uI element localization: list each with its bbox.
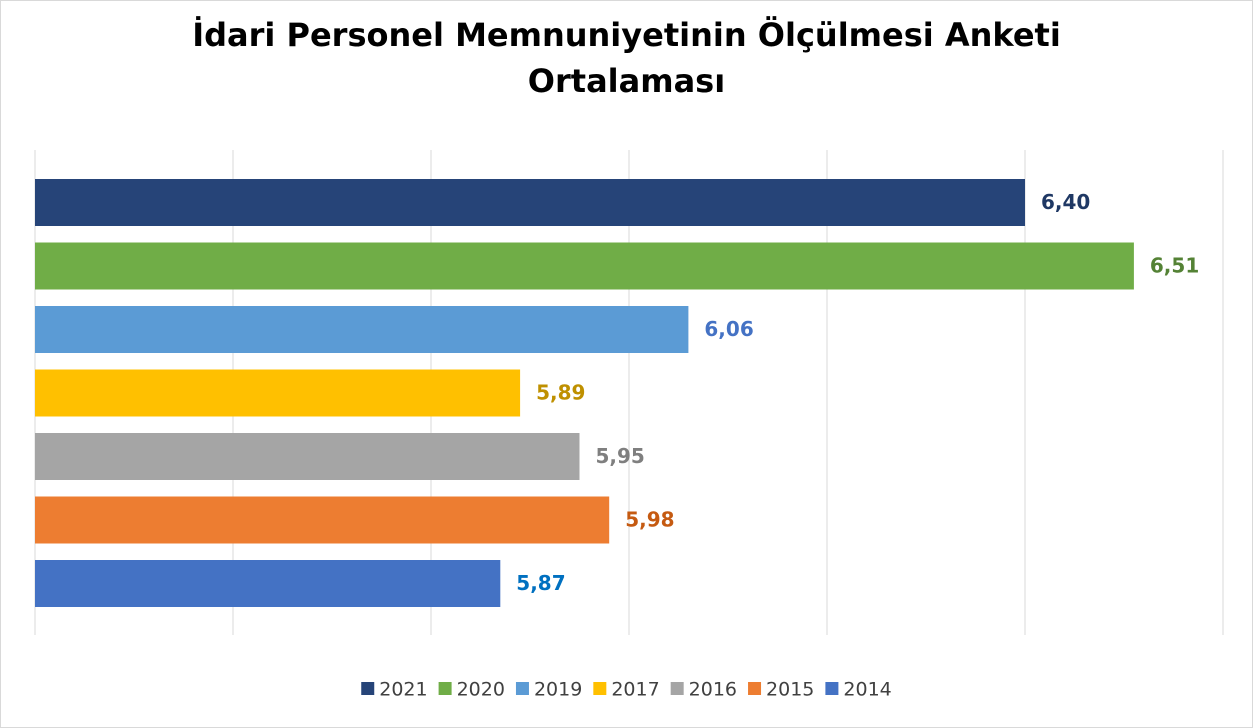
legend-label: 2016 xyxy=(689,679,737,701)
legend-swatch xyxy=(515,682,529,695)
legend-swatch xyxy=(438,682,452,695)
value-label: 5,98 xyxy=(625,508,674,532)
legend-label: 2021 xyxy=(379,679,427,701)
legend-swatch xyxy=(670,682,684,695)
bar xyxy=(35,369,521,417)
value-label: 5,95 xyxy=(596,444,645,468)
bar xyxy=(35,433,580,480)
legend-label: 2020 xyxy=(457,679,505,701)
bar xyxy=(35,306,689,353)
bar xyxy=(35,242,1134,290)
value-label: 6,06 xyxy=(704,317,753,341)
legend-label: 2014 xyxy=(843,679,891,701)
value-label: 6,51 xyxy=(1150,254,1199,278)
value-label: 6,40 xyxy=(1041,190,1090,214)
chart-title: İdari Personel Memnuniyetinin Ölçülmesi … xyxy=(192,16,1061,100)
bar xyxy=(35,560,501,607)
legend-label: 2017 xyxy=(611,679,659,701)
value-label: 5,87 xyxy=(516,571,565,595)
bar xyxy=(35,179,1025,226)
legend-label: 2019 xyxy=(534,679,582,701)
bar xyxy=(35,496,610,544)
legend-label: 2015 xyxy=(766,679,814,701)
legend-swatch xyxy=(361,682,375,695)
legend-swatch xyxy=(748,682,762,695)
legend-swatch xyxy=(593,682,607,695)
value-label: 5,89 xyxy=(536,381,585,405)
legend-swatch xyxy=(825,682,839,695)
